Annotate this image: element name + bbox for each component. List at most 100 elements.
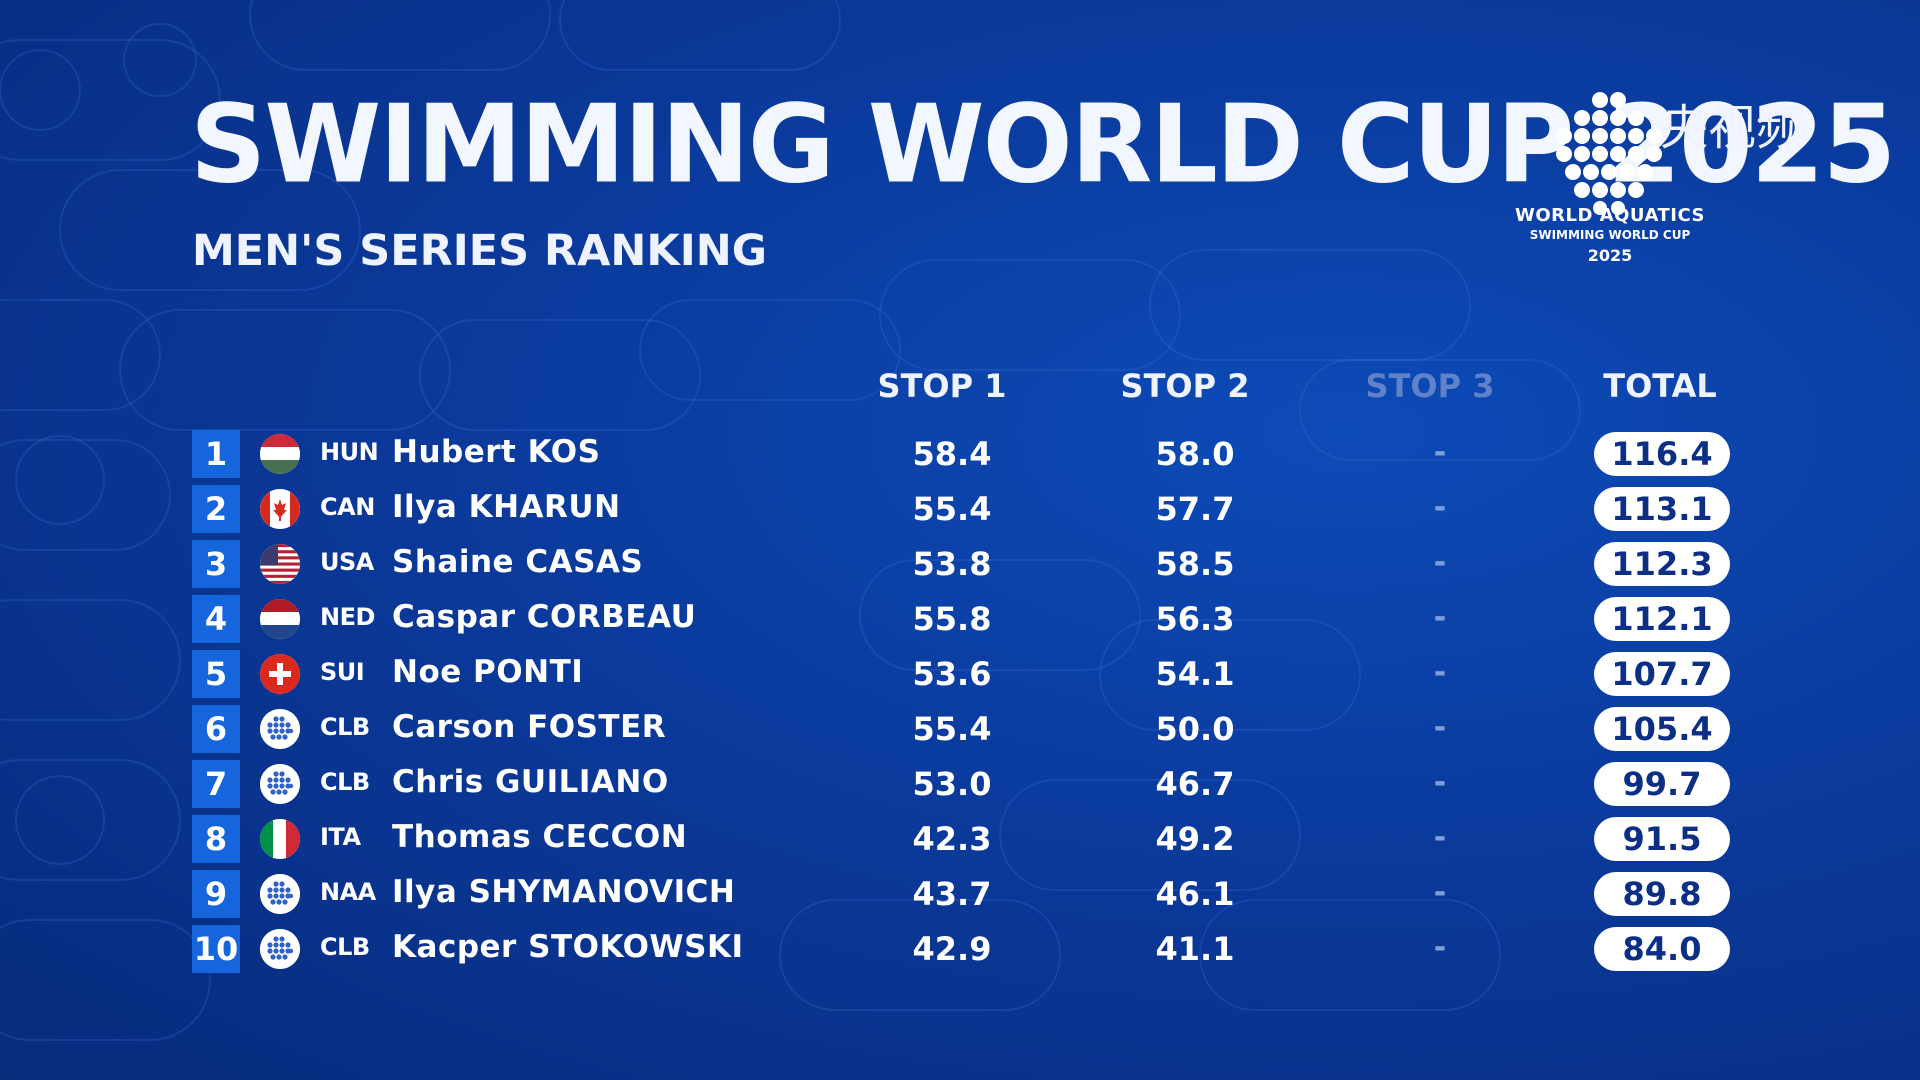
canada-flag-icon xyxy=(260,489,300,529)
stop3-score: - xyxy=(1433,710,1447,745)
stop3-score: - xyxy=(1433,765,1447,800)
table-row: 5 SUI Noe PONTI 53.6 54.1 - 107.7 xyxy=(192,650,1732,698)
rank-badge: 9 xyxy=(192,870,240,918)
total-score: 107.7 xyxy=(1594,652,1730,696)
world-aquatics-logo-text: WORLD AQUATICS SWIMMING WORLD CUP 2025 xyxy=(1490,205,1730,265)
country-code: CLB xyxy=(320,768,370,796)
broadcaster-logo: 央视频 xyxy=(1660,100,1805,156)
stop3-score: - xyxy=(1433,655,1447,690)
world-aquatics-flag-icon xyxy=(260,764,300,804)
stop2-score: 46.1 xyxy=(1155,875,1235,913)
stop3-score: - xyxy=(1433,930,1447,965)
table-row: 2 CAN Ilya KHARUN 55.4 57.7 - 113.1 xyxy=(192,485,1732,533)
table-row: 3 USA Shaine CASAS 53.8 58.5 - 112.3 xyxy=(192,540,1732,588)
stop2-score: 58.0 xyxy=(1155,435,1235,473)
total-score: 113.1 xyxy=(1594,487,1730,531)
stop1-score: 53.8 xyxy=(912,545,992,583)
rank-badge: 10 xyxy=(192,925,240,973)
rank-badge: 4 xyxy=(192,595,240,643)
athlete-name: Caspar CORBEAU xyxy=(392,599,697,635)
total-score: 91.5 xyxy=(1594,817,1730,861)
column-header-stop1: STOP 1 xyxy=(877,367,1007,405)
stop2-score: 46.7 xyxy=(1155,765,1235,803)
stop2-score: 58.5 xyxy=(1155,545,1235,583)
world-aquatics-flag-icon xyxy=(260,929,300,969)
table-row: 7 CLB Chris GUILIANO 53.0 46.7 - 99.7 xyxy=(192,760,1732,808)
page-title: SWIMMING WORLD CUP 2025 xyxy=(190,81,1896,208)
table-row: 6 CLB Carson FOSTER 55.4 50.0 - 105.4 xyxy=(192,705,1732,753)
total-score: 89.8 xyxy=(1594,872,1730,916)
rank-badge: 7 xyxy=(192,760,240,808)
world-aquatics-flag-icon xyxy=(260,709,300,749)
table-row: 4 NED Caspar CORBEAU 55.8 56.3 - 112.1 xyxy=(192,595,1732,643)
athlete-name: Hubert KOS xyxy=(392,434,601,470)
rank-badge: 3 xyxy=(192,540,240,588)
athlete-name: Kacper STOKOWSKI xyxy=(392,929,744,965)
country-code: CLB xyxy=(320,933,370,961)
athlete-name: Ilya KHARUN xyxy=(392,489,621,525)
column-header-stop2: STOP 2 xyxy=(1120,367,1250,405)
total-score: 116.4 xyxy=(1594,432,1730,476)
italy-flag-icon xyxy=(260,819,300,859)
hungary-flag-icon xyxy=(260,434,300,474)
rank-badge: 6 xyxy=(192,705,240,753)
country-code: CAN xyxy=(320,493,375,521)
stop2-score: 41.1 xyxy=(1155,930,1235,968)
total-score: 84.0 xyxy=(1594,927,1730,971)
stop2-score: 54.1 xyxy=(1155,655,1235,693)
country-code: USA xyxy=(320,548,374,576)
logo-line-2: SWIMMING WORLD CUP xyxy=(1529,228,1691,242)
usa-flag-icon xyxy=(260,544,300,584)
stop1-score: 42.9 xyxy=(912,930,992,968)
table-row: 8 ITA Thomas CECCON 42.3 49.2 - 91.5 xyxy=(192,815,1732,863)
country-code: HUN xyxy=(320,438,379,466)
stop2-score: 57.7 xyxy=(1155,490,1235,528)
athlete-name: Carson FOSTER xyxy=(392,709,667,745)
rank-badge: 1 xyxy=(192,430,240,478)
switzerland-flag-icon xyxy=(260,654,300,694)
stop3-score: - xyxy=(1433,490,1447,525)
stop3-score: - xyxy=(1433,600,1447,635)
total-score: 105.4 xyxy=(1594,707,1730,751)
stop1-score: 43.7 xyxy=(912,875,992,913)
page-subtitle: MEN'S SERIES RANKING xyxy=(192,226,767,276)
stop3-score: - xyxy=(1433,875,1447,910)
athlete-name: Shaine CASAS xyxy=(392,544,644,580)
country-code: NAA xyxy=(320,878,376,906)
stop3-score: - xyxy=(1433,545,1447,580)
netherlands-flag-icon xyxy=(260,599,300,639)
rank-badge: 5 xyxy=(192,650,240,698)
country-code: CLB xyxy=(320,713,370,741)
table-row: 9 NAA Ilya SHYMANOVICH 43.7 46.1 - 89.8 xyxy=(192,870,1732,918)
athlete-name: Noe PONTI xyxy=(392,654,584,690)
athlete-name: Thomas CECCON xyxy=(392,819,688,855)
logo-line-1: WORLD AQUATICS xyxy=(1514,205,1705,226)
rank-badge: 8 xyxy=(192,815,240,863)
stop1-score: 55.4 xyxy=(912,710,992,748)
stop1-score: 55.4 xyxy=(912,490,992,528)
table-row: 1 HUN Hubert KOS 58.4 58.0 - 116.4 xyxy=(192,430,1732,478)
stop2-score: 50.0 xyxy=(1155,710,1235,748)
athlete-name: Chris GUILIANO xyxy=(392,764,669,800)
stop1-score: 55.8 xyxy=(912,600,992,638)
country-code: NED xyxy=(320,603,375,631)
stop1-score: 53.0 xyxy=(912,765,992,803)
stop3-score: - xyxy=(1433,435,1447,470)
country-code: ITA xyxy=(320,823,361,851)
logo-line-3: 2025 xyxy=(1587,246,1633,265)
column-header-stop3: STOP 3 xyxy=(1365,367,1495,405)
stop2-score: 49.2 xyxy=(1155,820,1235,858)
stop2-score: 56.3 xyxy=(1155,600,1235,638)
total-score: 99.7 xyxy=(1594,762,1730,806)
rank-badge: 2 xyxy=(192,485,240,533)
stop1-score: 58.4 xyxy=(912,435,992,473)
total-score: 112.1 xyxy=(1594,597,1730,641)
column-header-total: TOTAL xyxy=(1603,367,1717,405)
athlete-name: Ilya SHYMANOVICH xyxy=(392,874,736,910)
country-code: SUI xyxy=(320,658,365,686)
total-score: 112.3 xyxy=(1594,542,1730,586)
stop3-score: - xyxy=(1433,820,1447,855)
world-aquatics-flag-icon xyxy=(260,874,300,914)
world-aquatics-logo-icon xyxy=(1556,92,1662,215)
table-row: 10 CLB Kacper STOKOWSKI 42.9 41.1 - 84.0 xyxy=(192,925,1732,973)
